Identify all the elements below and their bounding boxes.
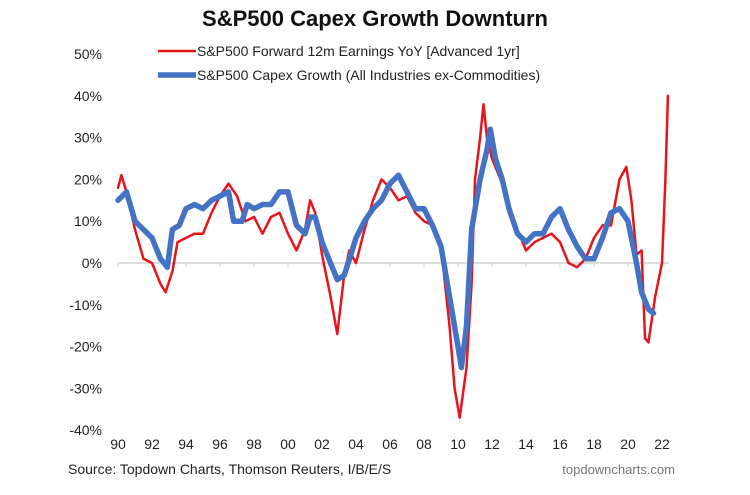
x-tick-label: 20 [620,436,636,452]
x-tick-label: 08 [416,436,432,452]
x-tick-label: 92 [144,436,160,452]
y-tick-label: -20% [69,339,102,355]
x-tick-label: 16 [552,436,568,452]
legend-label: S&P500 Capex Growth (All Industries ex-C… [197,67,540,83]
x-tick-label: 18 [586,436,602,452]
x-tick-label: 12 [484,436,500,452]
watermark: topdowncharts.com [562,462,675,477]
x-tick-label: 96 [212,436,228,452]
x-tick-label: 02 [314,436,330,452]
y-tick-label: 30% [74,130,102,146]
series-line-capex [115,126,657,371]
y-tick-label: 0% [82,255,102,271]
x-tick-label: 94 [178,436,194,452]
y-tick-label: 50% [74,46,102,62]
y-tick-label: 10% [74,213,102,229]
y-tick-label: 20% [74,171,102,187]
x-tick-label: 14 [518,436,534,452]
y-tick-label: -10% [69,297,102,313]
chart-title: S&P500 Capex Growth Downturn [202,6,548,31]
x-tick-label: 98 [246,436,262,452]
x-tick-label: 10 [450,436,466,452]
legend-label: S&P500 Forward 12m Earnings YoY [Advance… [197,43,520,59]
y-tick-label: -30% [69,380,102,396]
y-tick-label: -40% [69,422,102,438]
source-note: Source: Topdown Charts, Thomson Reuters,… [68,461,392,477]
x-tick-label: 00 [280,436,296,452]
x-tick-label: 90 [110,436,126,452]
x-tick-label: 22 [654,436,670,452]
y-tick-label: 40% [74,88,102,104]
x-tick-label: 04 [348,436,364,452]
x-tick-label: 06 [382,436,398,452]
